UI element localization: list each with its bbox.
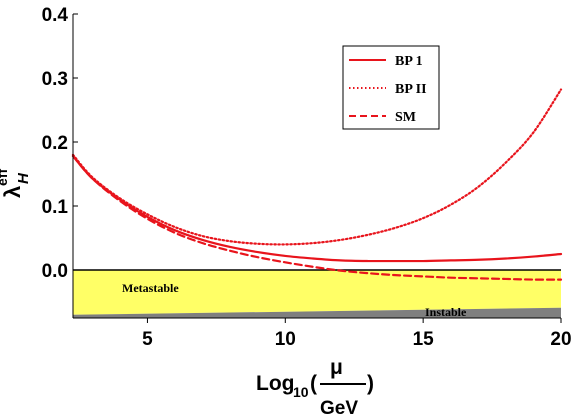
stability-regions [73, 270, 561, 318]
legend-label-bp2: BP II [395, 82, 427, 97]
y-tick-label: 0.1 [42, 197, 69, 218]
y-tick-label: 0.3 [42, 69, 68, 90]
y-tick-label: 0.4 [42, 5, 69, 26]
x-tick-label: 5 [142, 329, 153, 350]
instable-region [73, 307, 561, 318]
metastable-region [73, 270, 561, 315]
series-sm-line [71, 154, 563, 281]
svg-text:(: ( [310, 372, 317, 395]
x-tick-label: 10 [275, 329, 296, 350]
legend: BP 1 BP II SM [342, 45, 440, 130]
svg-text:eff: eff [0, 169, 10, 186]
plot-frame [72, 14, 561, 319]
svg-text:λ: λ [0, 186, 25, 198]
region-label-metastable: Metastable [122, 281, 179, 295]
svg-text:H: H [15, 172, 32, 184]
x-axis-label: Log 10 ( μ GeV ) [256, 356, 374, 419]
legend-label-bp1: BP 1 [395, 54, 423, 69]
svg-text:10: 10 [293, 384, 309, 400]
svg-text:): ) [367, 372, 374, 395]
region-labels: Metastable Instable [122, 281, 467, 319]
svg-text:μ: μ [330, 356, 343, 379]
y-axis-label: λ H eff [0, 169, 32, 198]
svg-text:GeV: GeV [320, 398, 358, 419]
series-bp2-line [71, 88, 563, 246]
svg-text:Log: Log [256, 372, 294, 395]
x-tick-label: 15 [413, 329, 435, 350]
series-bp1-line [71, 154, 563, 263]
x-tick-label: 20 [550, 329, 571, 350]
ticks-layer: 0.0 0.1 0.2 0.3 0.4 5 10 15 20 [42, 5, 572, 350]
y-tick-label: 0.0 [42, 261, 68, 282]
legend-label-sm: SM [395, 110, 416, 125]
series-layer [71, 88, 563, 281]
region-label-instable: Instable [425, 305, 467, 319]
y-tick-label: 0.2 [42, 133, 68, 154]
